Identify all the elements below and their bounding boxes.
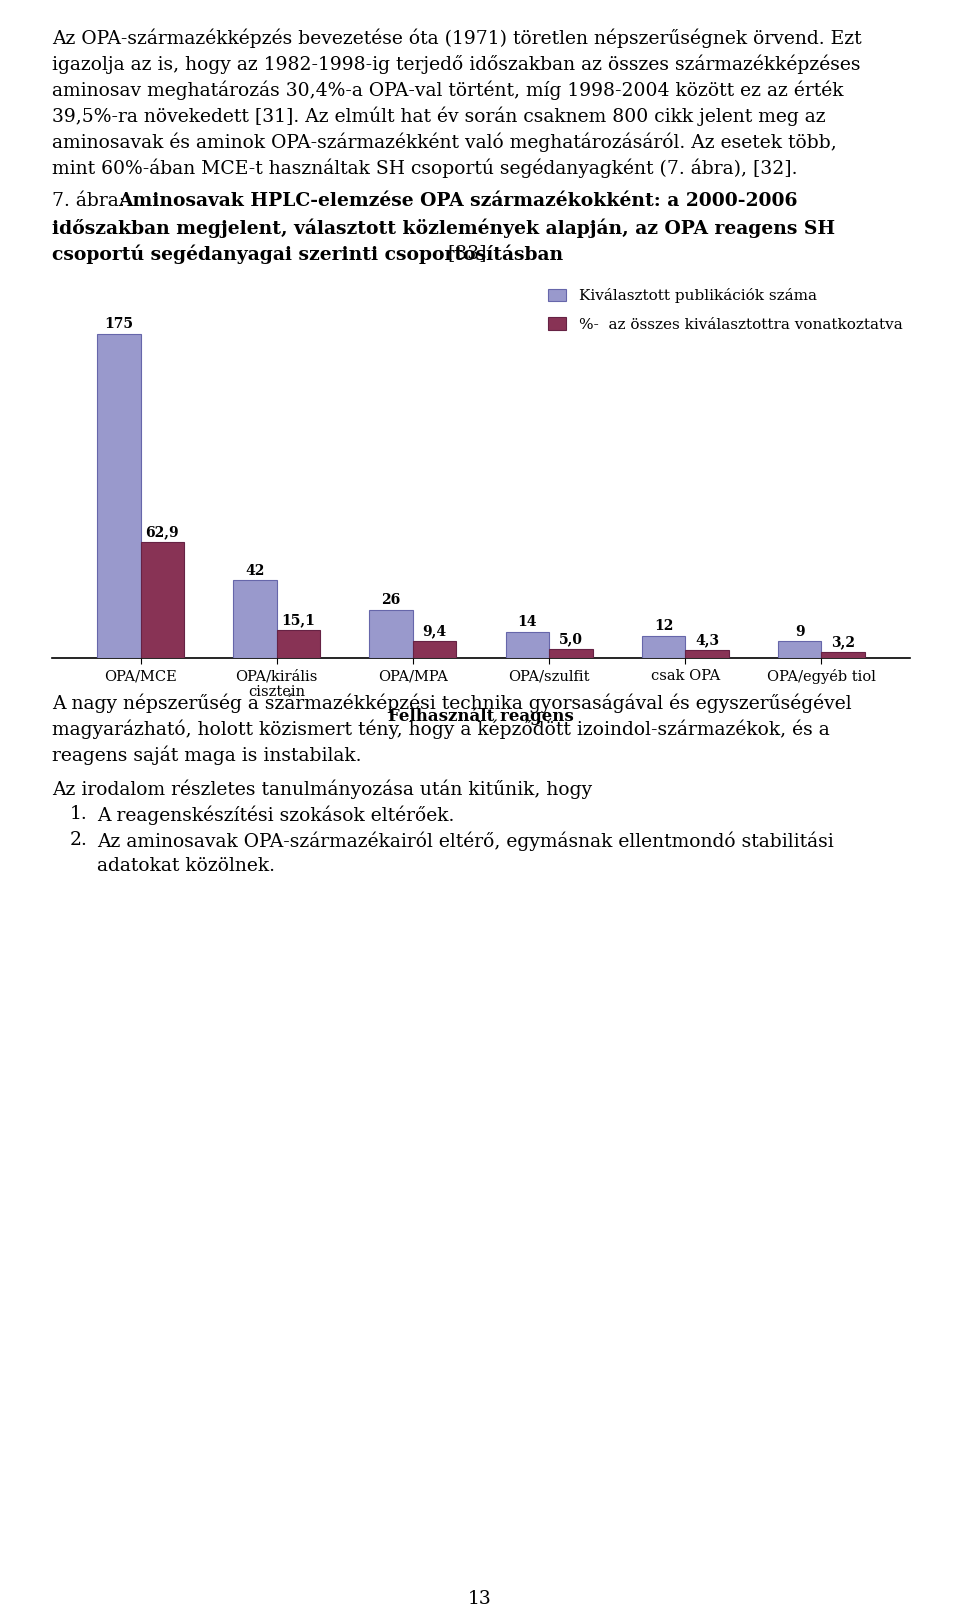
Text: 9: 9	[795, 624, 804, 639]
Bar	[97, 335, 140, 658]
Text: mint 60%-ában MCE-t használtak SH csoportú segédanyagként (7. ábra), [32].: mint 60%-ában MCE-t használtak SH csopor…	[52, 158, 798, 178]
Text: magyarázható, holott közismert tény, hogy a képződött izoindol-származékok, és a: magyarázható, holott közismert tény, hog…	[52, 720, 829, 739]
Text: 15,1: 15,1	[281, 613, 316, 627]
Text: csoportú segédanyagai szerinti csoportosításban: csoportú segédanyagai szerinti csoportos…	[52, 244, 564, 264]
Text: igazolja az is, hogy az 1982-1998-ig terjedő időszakban az összes származékképzé: igazolja az is, hogy az 1982-1998-ig ter…	[52, 53, 860, 73]
Bar	[370, 610, 413, 658]
Text: aminosavak és aminok OPA-származékként való meghatározásáról. Az esetek több,: aminosavak és aminok OPA-származékként v…	[52, 133, 837, 152]
Text: A nagy népszerűség a származékképzési technika gyorsaságával és egyszerűségével: A nagy népszerűség a származékképzési te…	[52, 694, 852, 713]
Bar	[506, 632, 549, 658]
Text: 5,0: 5,0	[559, 632, 583, 645]
Bar	[413, 640, 457, 658]
Bar	[685, 650, 729, 658]
Text: 1.: 1.	[70, 805, 87, 823]
Text: 14: 14	[517, 616, 537, 629]
Text: [33]: [33]	[442, 244, 487, 262]
Text: 26: 26	[381, 593, 400, 606]
Text: aminosav meghatározás 30,4%-a OPA-val történt, míg 1998-2004 között ez az érték: aminosav meghatározás 30,4%-a OPA-val tö…	[52, 79, 844, 100]
Text: Az OPA-származékképzés bevezetése óta (1971) töretlen népszerűségnek örvend. Ezt: Az OPA-származékképzés bevezetése óta (1…	[52, 27, 862, 47]
Text: 3,2: 3,2	[831, 635, 855, 650]
Bar	[822, 652, 865, 658]
Text: 62,9: 62,9	[146, 526, 180, 538]
Bar	[233, 581, 276, 658]
Text: Aminosavak HPLC-elemzése OPA származékokként: a 2000-2006: Aminosavak HPLC-elemzése OPA származékok…	[118, 192, 798, 210]
Text: 2.: 2.	[70, 831, 88, 849]
Text: A reagenskészítési szokások eltérőek.: A reagenskészítési szokások eltérőek.	[97, 805, 454, 825]
Bar	[276, 631, 321, 658]
X-axis label: Felhasznált reagens: Felhasznált reagens	[388, 708, 574, 724]
Bar	[778, 642, 822, 658]
Bar	[549, 648, 592, 658]
Text: 12: 12	[654, 619, 673, 632]
Bar	[140, 542, 184, 658]
Text: 7. ábra:: 7. ábra:	[52, 192, 131, 210]
Text: Az aminosavak OPA-származékairól eltérő, egymásnak ellentmondó stabilitási: Az aminosavak OPA-származékairól eltérő,…	[97, 831, 833, 851]
Text: 4,3: 4,3	[695, 634, 719, 647]
Text: 39,5%-ra növekedett [31]. Az elmúlt hat év során csaknem 800 cikk jelent meg az: 39,5%-ra növekedett [31]. Az elmúlt hat …	[52, 107, 826, 126]
Legend: Kiválasztott publikációk száma, %-  az összes kiválasztottra vonatkoztatva: Kiválasztott publikációk száma, %- az ös…	[548, 288, 902, 331]
Text: adatokat közölnek.: adatokat közölnek.	[97, 857, 275, 875]
Text: reagens saját maga is instabilak.: reagens saját maga is instabilak.	[52, 745, 362, 765]
Bar	[641, 635, 685, 658]
Text: időszakban megjelent, választott közlemények alapján, az OPA reagens SH: időszakban megjelent, választott közlemé…	[52, 218, 835, 238]
Text: 42: 42	[245, 564, 265, 577]
Text: Az irodalom részletes tanulmányozása után kitűnik, hogy: Az irodalom részletes tanulmányozása utá…	[52, 779, 592, 799]
Text: 13: 13	[468, 1590, 492, 1607]
Text: 9,4: 9,4	[422, 624, 446, 637]
Text: 175: 175	[105, 317, 133, 331]
